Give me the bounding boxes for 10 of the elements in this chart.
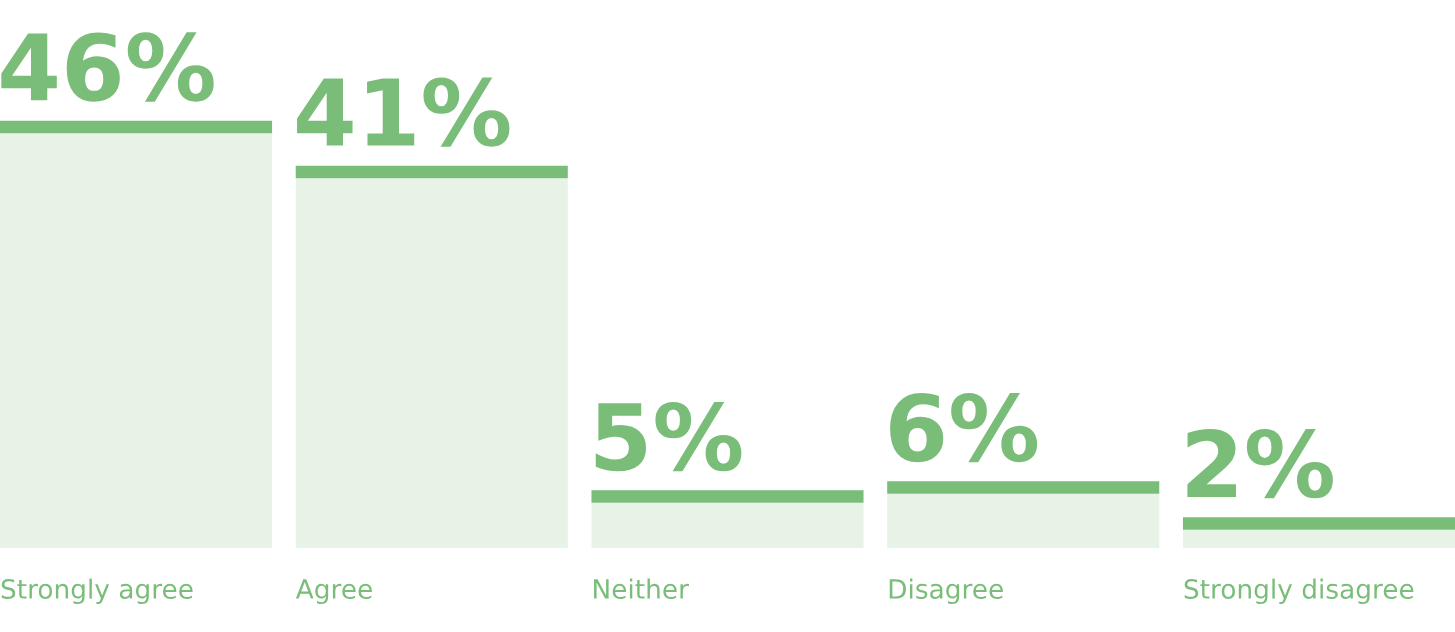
data-label: 41% [297, 77, 510, 147]
data-label: 6% [890, 392, 1038, 463]
x-tick-label: Strongly agree [1, 578, 193, 605]
x-tick-label: Disagree [889, 578, 1003, 605]
data-label: 5% [595, 401, 742, 472]
data-label: 46% [1, 32, 214, 102]
data-label: 2% [1187, 428, 1333, 499]
x-tick-label: Neither [594, 578, 689, 599]
x-tick-label: Strongly disagree [1184, 578, 1414, 605]
x-tick-label: Agree [295, 579, 372, 605]
